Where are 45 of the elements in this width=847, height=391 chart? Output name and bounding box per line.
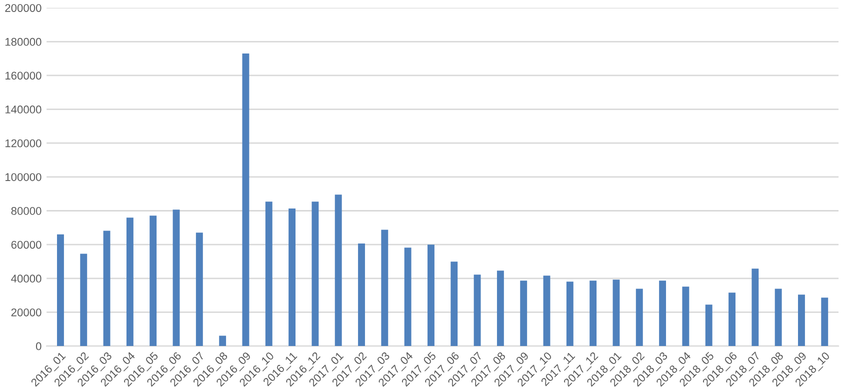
y-tick-label: 60000 [11,240,42,249]
bar [496,270,504,346]
bar [590,280,597,346]
y-tick-label: 80000 [11,207,42,215]
bar [150,216,157,346]
y-tick-label: 160000 [6,72,42,80]
bar [474,274,481,346]
bar [242,53,250,346]
y-tick-label: 0 [36,342,42,350]
bar [80,254,88,346]
y-tick-label: 100000 [6,173,42,182]
bar [705,304,712,346]
bar [312,202,319,346]
bar [682,286,690,346]
bar [752,268,759,346]
bar [381,230,388,346]
bar [219,336,226,346]
y-tick-label: 20000 [11,308,42,316]
bar [774,288,782,346]
bar [172,210,180,346]
bar [196,232,203,346]
bar [428,244,434,346]
bar [126,218,134,346]
bar [728,292,736,346]
y-tick-label: 200000 [5,4,42,12]
y-tick-label: 40000 [11,274,42,283]
bar [612,280,620,346]
bar [659,280,666,346]
bar [334,194,342,346]
bar [57,234,64,346]
y-tick-label: 140000 [6,106,42,114]
bar [566,282,574,346]
bar [265,202,272,346]
bar [450,262,458,346]
bar [798,294,805,346]
bar [520,280,528,346]
bar [358,244,365,346]
bar [636,288,643,346]
bar [543,276,550,346]
bar [404,248,412,346]
y-tick-label: 120000 [6,139,42,148]
bar [821,298,828,346]
y-tick-label: 180000 [6,38,42,46]
bar [103,230,110,346]
bar [288,208,296,346]
